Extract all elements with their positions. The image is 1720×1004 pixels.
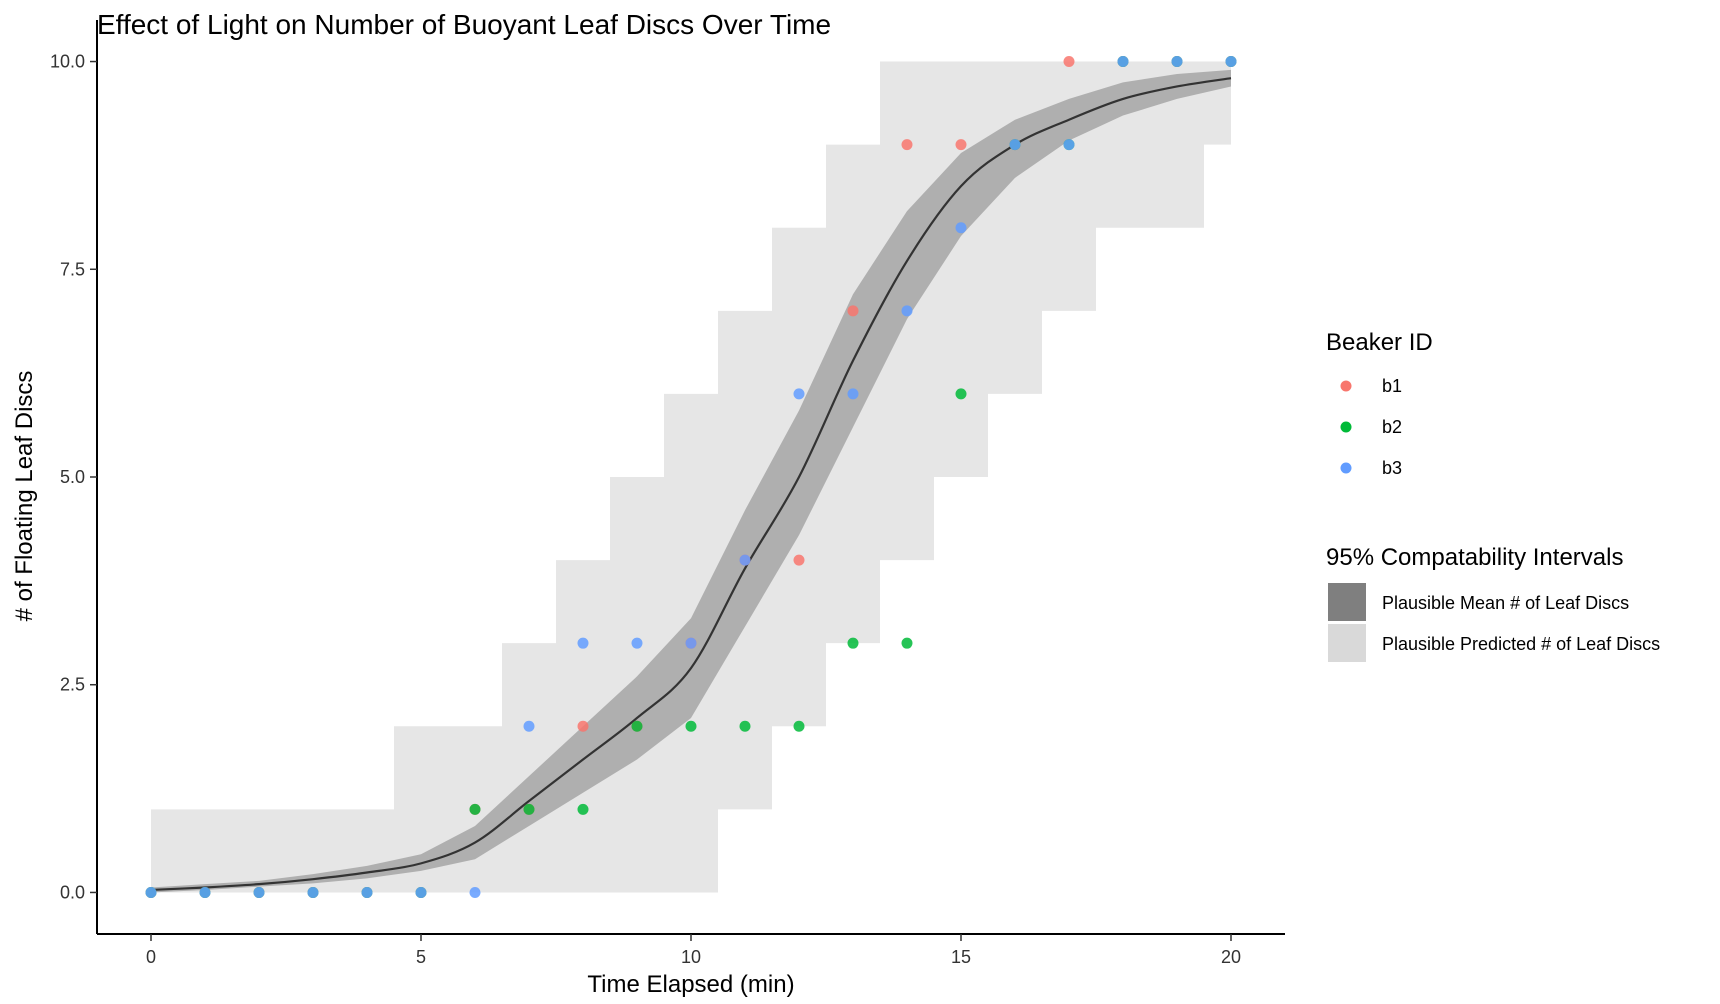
legend-label-b1: b1 (1382, 376, 1402, 396)
y-tick-label: 7.5 (60, 259, 85, 279)
data-point-b2 (685, 720, 697, 732)
y-tick-label: 2.5 (60, 675, 85, 695)
data-point-b2 (469, 803, 481, 815)
data-point-b3 (469, 886, 481, 898)
data-point-b2 (901, 637, 913, 649)
legend-key-b1 (1340, 380, 1352, 392)
x-tick-label: 15 (951, 947, 971, 967)
data-point-b1 (577, 720, 589, 732)
data-point-b3 (685, 637, 697, 649)
fit-line (150, 77, 1232, 892)
data-point-b2 (739, 720, 751, 732)
y-tick-label: 10.0 (50, 52, 85, 72)
x-tick-label: 0 (146, 947, 156, 967)
legend: Beaker ID b1 b2 b3 95% Compatability Inter… (1326, 329, 1660, 662)
plot-area (145, 56, 1237, 898)
data-point-b3 (523, 720, 535, 732)
ticks: 0 5 10 15 20 0.0 2.5 5.0 7.5 10.0 (50, 52, 1241, 967)
data-point-b3 (1117, 56, 1129, 68)
data-point-b3 (631, 637, 643, 649)
data-point-b3 (199, 886, 211, 898)
y-tick-label: 0.0 (60, 882, 85, 902)
legend-label-b2: b2 (1382, 417, 1402, 437)
legend-label-b3: b3 (1382, 458, 1402, 478)
data-point-b1 (901, 139, 913, 151)
chart-title: Effect of Light on Number of Buoyant Lea… (97, 9, 831, 40)
data-point-b3 (577, 637, 589, 649)
data-point-b3 (847, 388, 859, 400)
legend-predicted-swatch (1328, 624, 1366, 662)
legend-mean-label: Plausible Mean # of Leaf Discs (1382, 593, 1629, 613)
data-point-b3 (955, 222, 967, 234)
x-tick-label: 20 (1221, 947, 1241, 967)
data-point-b3 (739, 554, 751, 566)
y-axis-title: # of Floating Leaf Discs (11, 371, 38, 622)
data-point-b2 (955, 388, 967, 400)
data-point-b2 (847, 637, 859, 649)
data-point-b3 (253, 886, 265, 898)
legend-interval-title: 95% Compatability Intervals (1326, 544, 1623, 571)
data-point-b3 (793, 388, 805, 400)
legend-predicted-label: Plausible Predicted # of Leaf Discs (1382, 634, 1660, 654)
data-point-b2 (631, 720, 643, 732)
legend-color-title: Beaker ID (1326, 329, 1433, 356)
legend-key-b2 (1340, 421, 1352, 433)
data-point-b2 (793, 720, 805, 732)
y-tick-label: 5.0 (60, 467, 85, 487)
data-point-b3 (361, 886, 373, 898)
data-point-b3 (307, 886, 319, 898)
legend-mean-swatch (1328, 583, 1366, 621)
data-point-b3 (1063, 139, 1075, 151)
data-point-b3 (1009, 139, 1021, 151)
data-point-b1 (793, 554, 805, 566)
legend-series-items: b1 b2 b3 (1340, 376, 1402, 478)
data-point-b2 (523, 803, 535, 815)
x-tick-label: 10 (681, 947, 701, 967)
data-point-b1 (1063, 56, 1075, 68)
data-point-b1 (955, 139, 967, 151)
legend-key-b3 (1340, 462, 1352, 474)
data-point-b3 (901, 305, 913, 317)
data-point-b2 (577, 803, 589, 815)
x-axis-title: Time Elapsed (min) (587, 971, 794, 998)
predicted-interval-band (151, 61, 1231, 893)
data-point-b3 (145, 886, 157, 898)
data-point-b3 (415, 886, 427, 898)
data-point-b1 (847, 305, 859, 317)
data-point-b3 (1171, 56, 1183, 68)
data-point-b3 (1225, 56, 1237, 68)
x-tick-label: 5 (416, 947, 426, 967)
